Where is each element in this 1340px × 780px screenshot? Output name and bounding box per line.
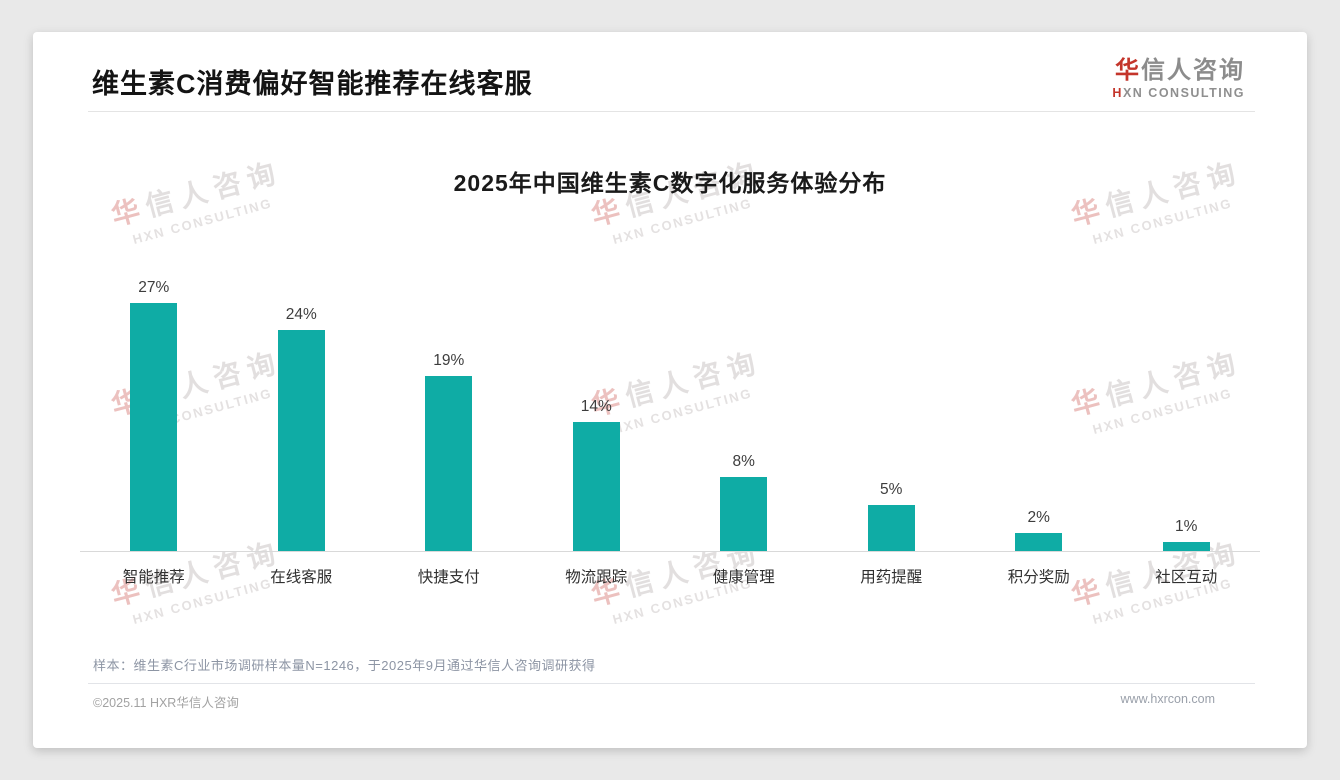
bar-column: 14% — [523, 398, 671, 552]
report-card: 华信人咨询 HXN CONSULTING 华信人咨询 HXN CONSULTING 华信… — [33, 32, 1307, 748]
bar — [867, 505, 915, 552]
bar — [1162, 542, 1210, 552]
bar — [1015, 533, 1063, 552]
bar-value-label: 19% — [433, 352, 465, 370]
brand-logo: 华信人咨询 HXN CONSULTING — [1112, 57, 1245, 101]
bar-value-label: 2% — [1027, 509, 1050, 527]
bar-category-label: 积分奖励 — [1007, 569, 1070, 587]
bar-category-label: 在线客服 — [270, 569, 333, 587]
chart-plot-area: 27% 24% 19% 14% 8% 5% 2% 1% — [80, 250, 1261, 553]
footer-divider — [88, 683, 1255, 685]
header: 维生素C消费偏好智能推荐在线客服 华信人咨询 HXN CONSULTING — [33, 32, 1307, 111]
bar-value-label: 27% — [138, 279, 170, 297]
bar-value-label: 1% — [1175, 518, 1198, 536]
bar-category-label: 智能推荐 — [122, 569, 185, 587]
bar-value-label: 14% — [580, 398, 612, 416]
website-text: www.hxrcon.com — [1120, 692, 1215, 707]
copyright-text: ©2025.11 HXR华信人咨询 — [93, 696, 239, 711]
sample-note: 样本：维生素C行业市场调研样本量N=1246，于2025年9月通过华信人咨询调研… — [93, 658, 596, 674]
bar-column: 8% — [670, 453, 818, 552]
bar-category-label: 物流跟踪 — [565, 569, 628, 587]
bar — [720, 477, 768, 552]
bar-category-label: 社区互动 — [1155, 569, 1218, 587]
page-title: 维生素C消费偏好智能推荐在线客服 — [92, 69, 533, 100]
bar-column: 19% — [375, 352, 523, 552]
bar — [572, 422, 620, 552]
footer: ©2025.11 HXR华信人咨询 www.hxrcon.com — [33, 684, 1307, 711]
bar-column: 27% — [80, 279, 228, 552]
bar-category-label: 健康管理 — [712, 569, 775, 587]
chart-category-axis: 智能推荐 在线客服 快捷支付 物流跟踪 健康管理 用药提醒 积分奖励 社区互动 — [80, 552, 1260, 587]
bar-category-label: 用药提醒 — [860, 569, 923, 587]
bar-value-label: 24% — [285, 306, 317, 324]
header-divider — [88, 111, 1255, 113]
bar-column: 2% — [965, 509, 1113, 552]
bar-category-label: 快捷支付 — [417, 569, 480, 587]
bar — [130, 303, 178, 552]
bar — [277, 330, 325, 552]
brand-logo-en: HXN CONSULTING — [1112, 86, 1245, 101]
bar-value-label: 5% — [880, 481, 903, 499]
chart-title: 2025年中国维生素C数字化服务体验分布 — [453, 170, 887, 197]
bar-column: 1% — [1113, 518, 1261, 552]
brand-logo-cn: 华信人咨询 — [1115, 57, 1245, 84]
bar — [425, 376, 473, 552]
bar-chart: 27% 24% 19% 14% 8% 5% 2% 1% 智能推荐 在线客服 快捷支付 物流跟踪 健康管… — [80, 250, 1260, 587]
bar-value-label: 8% — [732, 453, 755, 471]
bar-column: 24% — [228, 306, 376, 552]
bar-column: 5% — [818, 481, 966, 552]
